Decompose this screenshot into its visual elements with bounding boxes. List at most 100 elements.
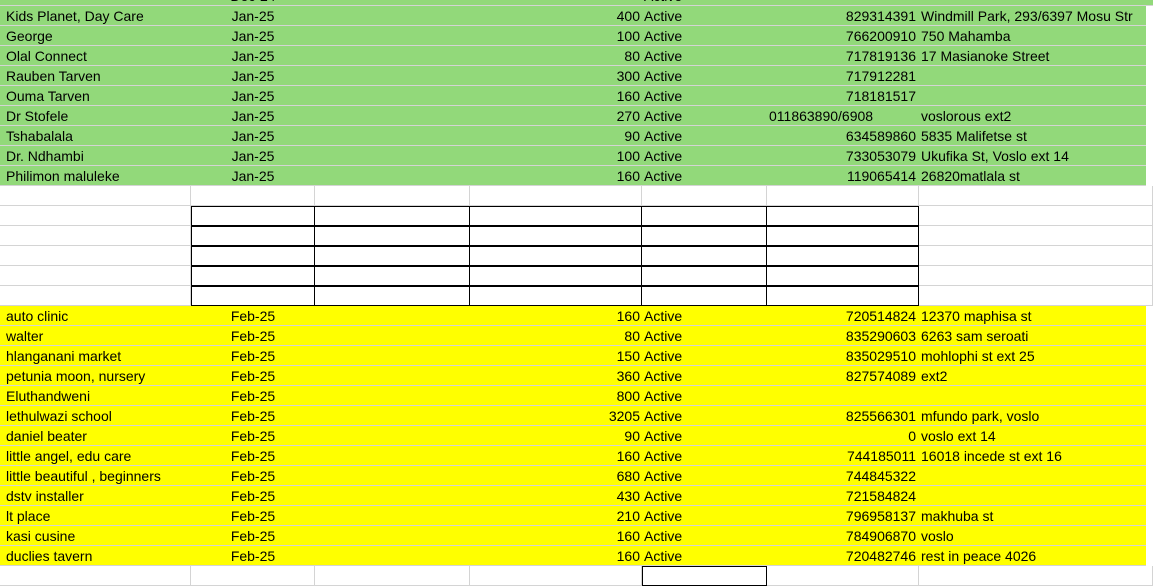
date-cell[interactable]: Feb-25 (230, 528, 276, 544)
name-cell[interactable]: Dr Stofele (6, 108, 69, 124)
table-row-empty[interactable] (0, 226, 1153, 246)
cell[interactable] (642, 246, 767, 266)
name-cell[interactable]: Olal Connect (6, 48, 87, 64)
cell[interactable] (642, 226, 767, 246)
amount-cell[interactable]: 100 (616, 28, 640, 44)
name-cell[interactable]: hlanganani market (6, 348, 122, 364)
cell[interactable] (642, 186, 767, 206)
status-cell[interactable]: Active (644, 508, 683, 524)
cell[interactable] (767, 566, 919, 586)
phone-cell[interactable]: 784906870 (845, 528, 916, 544)
date-cell[interactable]: Feb-25 (230, 388, 276, 404)
name-cell[interactable]: little beautiful , beginners (6, 468, 161, 484)
address-cell[interactable]: 26820matlala st (921, 168, 1020, 184)
status-cell[interactable]: Active (644, 368, 683, 384)
date-cell[interactable]: Feb-25 (230, 308, 276, 324)
address-cell[interactable] (919, 386, 1153, 406)
cell[interactable] (315, 206, 470, 226)
status-cell[interactable]: Active (644, 108, 683, 124)
status-cell[interactable]: Active (644, 168, 683, 184)
table-row[interactable]: lt place Feb-25 210 Active 796958137 makhuba … (0, 506, 1153, 526)
phone-cell[interactable]: 733053079 (845, 148, 916, 164)
status-cell[interactable]: Active (644, 88, 683, 104)
address-cell[interactable]: 16018 incede st ext 16 (921, 448, 1062, 464)
blank-cell[interactable] (315, 346, 470, 366)
cell[interactable] (470, 266, 642, 286)
table-row[interactable]: lethulwazi school Feb-25 3205 Active 8255663… (0, 406, 1153, 426)
phone-cell[interactable]: 721584824 (845, 488, 916, 504)
blank-cell[interactable] (315, 106, 470, 126)
cell[interactable] (470, 286, 642, 306)
date-cell[interactable]: Jan-25 (231, 88, 275, 104)
cell[interactable] (767, 226, 919, 246)
blank-cell[interactable] (315, 306, 470, 326)
cell[interactable] (191, 186, 315, 206)
table-row[interactable]: daniel beater Feb-25 90 Active 0 voslo ext 14 (0, 426, 1153, 446)
status-cell[interactable]: Active (642, 0, 767, 5)
amount-cell[interactable]: 680 (616, 468, 640, 484)
phone-cell[interactable]: 720482746 (845, 548, 916, 564)
phone-cell[interactable]: 825566301 (845, 408, 916, 424)
cell[interactable] (642, 206, 767, 226)
date-cell[interactable]: Feb-25 (230, 348, 276, 364)
phone-cell[interactable]: 717819136 (845, 48, 916, 64)
amount-cell[interactable]: 160 (616, 168, 640, 184)
status-cell[interactable]: Active (644, 328, 683, 344)
name-cell[interactable]: walter (6, 328, 44, 344)
cell[interactable] (642, 286, 767, 306)
name-cell[interactable]: duclies tavern (6, 548, 93, 564)
cell[interactable] (919, 266, 1153, 286)
name-cell[interactable]: Rauben Tarven (6, 68, 101, 84)
blank-cell[interactable] (315, 6, 470, 26)
table-row-empty[interactable] (0, 186, 1153, 206)
phone-cell[interactable]: 720514824 (845, 308, 916, 324)
name-cell[interactable]: George (6, 28, 53, 44)
status-cell[interactable]: Active (644, 528, 683, 544)
name-cell[interactable]: daniel beater (6, 428, 87, 444)
blank-cell[interactable] (315, 86, 470, 106)
address-cell[interactable] (919, 86, 1145, 106)
cell[interactable] (315, 186, 470, 206)
amount-cell[interactable]: 80 (624, 328, 640, 344)
date-cell[interactable]: Jan-25 (231, 108, 275, 124)
name-cell[interactable]: lethulwazi school (6, 408, 112, 424)
phone-cell[interactable]: 717912281 (845, 68, 916, 84)
date-cell[interactable]: Feb-25 (230, 488, 276, 504)
address-cell[interactable] (919, 466, 1153, 486)
phone-cell[interactable]: 744185011 (846, 448, 916, 464)
table-row[interactable]: Olal Connect Jan-25 80 Active 717819136 17 Ma… (0, 46, 1153, 66)
status-cell[interactable]: Active (644, 48, 683, 64)
blank-cell[interactable] (315, 146, 470, 166)
date-cell[interactable]: Feb-25 (230, 408, 276, 424)
date-cell[interactable]: Jan-25 (231, 48, 275, 64)
address-cell[interactable]: 5835 Malifetse st (921, 128, 1027, 144)
phone-cell[interactable]: 0 (908, 428, 916, 444)
table-row[interactable]: Ouma Tarven Jan-25 160 Active 718181517 (0, 86, 1153, 106)
table-row[interactable]: little angel, edu care Feb-25 160 Active 744… (0, 446, 1153, 466)
name-cell[interactable]: Philimon maluleke (6, 168, 120, 184)
cell[interactable] (767, 186, 919, 206)
status-cell[interactable]: Active (644, 148, 683, 164)
blank-cell[interactable] (315, 406, 470, 426)
amount-cell[interactable]: 160 (616, 548, 640, 564)
cell[interactable] (0, 266, 191, 286)
table-row[interactable]: Dr. Ndhambi Jan-25 100 Active 733053079 Ukufi… (0, 146, 1153, 166)
status-cell[interactable]: Active (644, 488, 683, 504)
status-cell[interactable]: Active (644, 548, 683, 564)
amount-cell[interactable]: 160 (616, 528, 640, 544)
phone-cell[interactable]: 744845322 (845, 468, 916, 484)
cell[interactable] (191, 226, 315, 246)
address-cell[interactable]: mohlophi st ext 25 (921, 348, 1035, 364)
cell[interactable] (767, 266, 919, 286)
blank-cell[interactable] (315, 126, 470, 146)
cell[interactable] (470, 206, 642, 226)
cell[interactable] (191, 566, 315, 586)
phone-cell[interactable] (767, 386, 919, 406)
status-cell[interactable]: Active (644, 28, 683, 44)
blank-cell[interactable] (315, 26, 470, 46)
cell[interactable] (642, 566, 767, 586)
address-cell[interactable]: ext2 (921, 368, 948, 384)
amount-cell[interactable]: 160 (616, 88, 640, 104)
cell[interactable] (767, 246, 919, 266)
amount-cell[interactable]: 360 (616, 368, 640, 384)
